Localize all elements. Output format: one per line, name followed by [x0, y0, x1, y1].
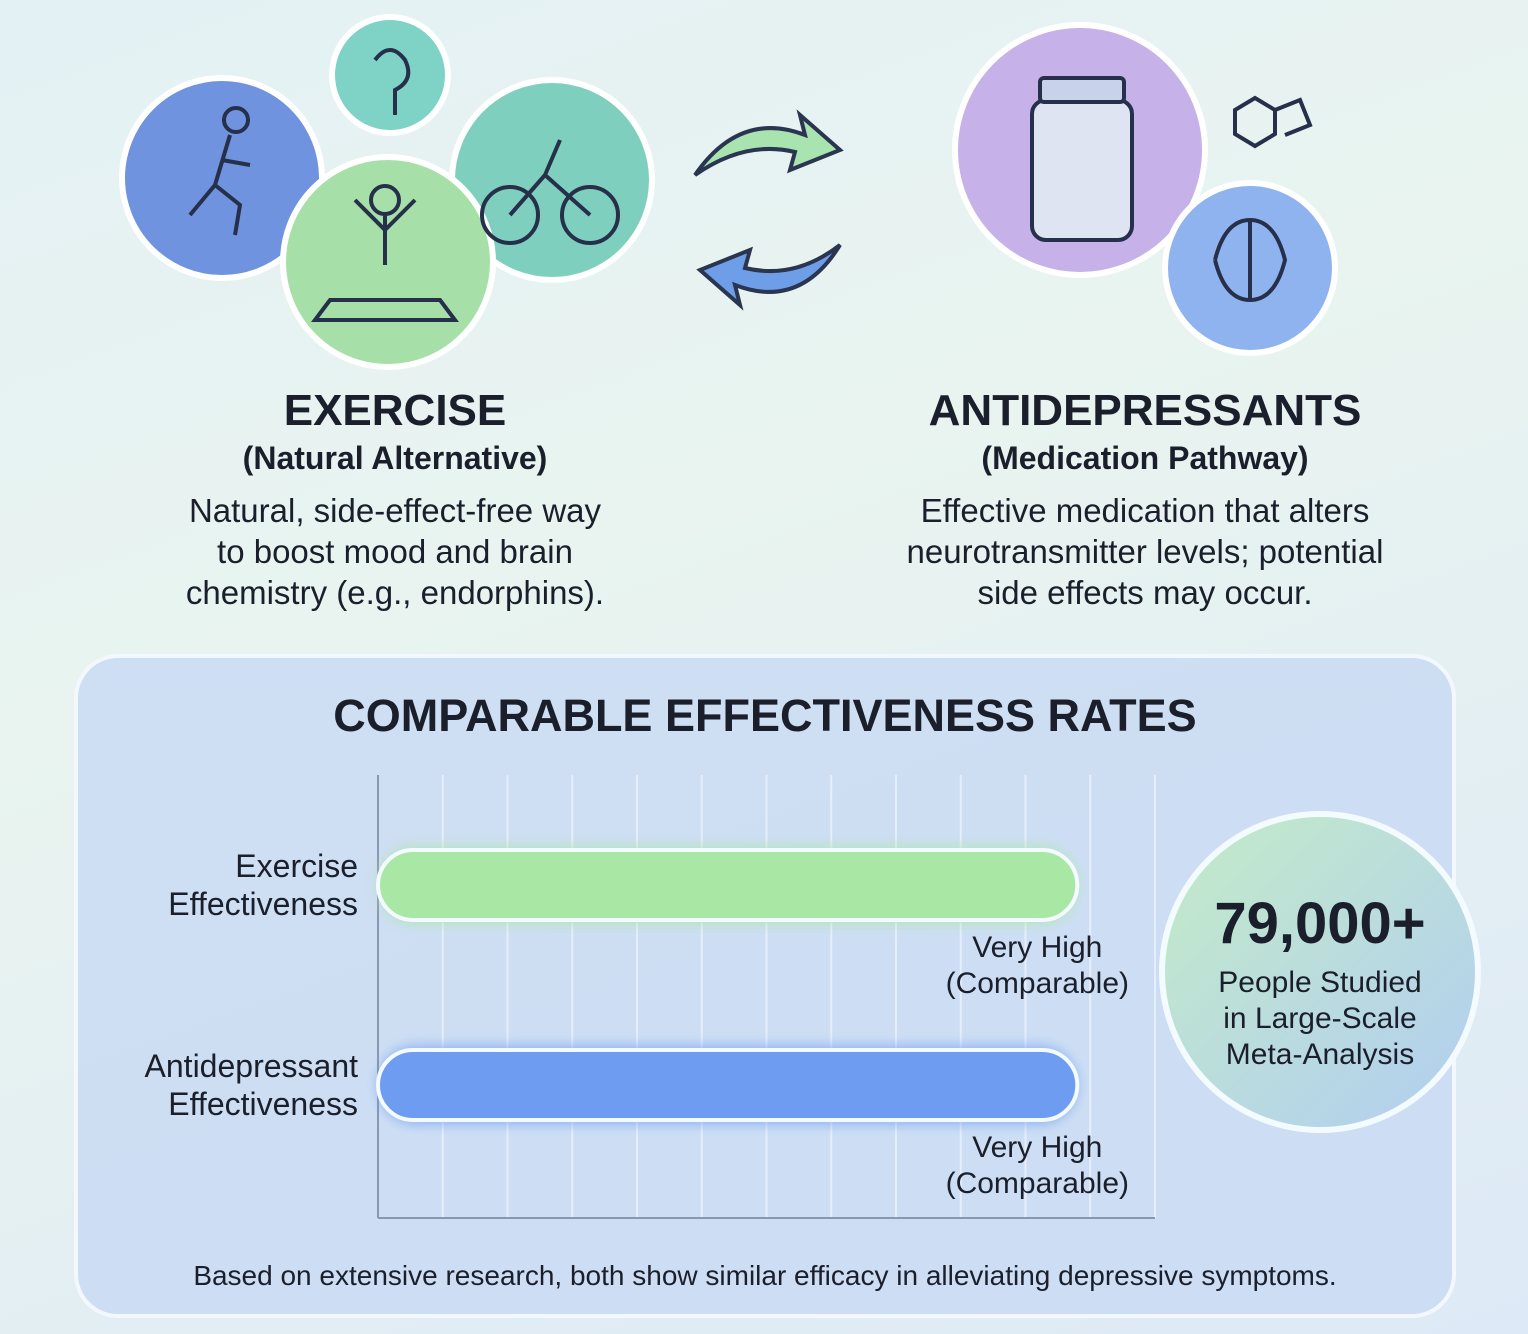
bar-label: Very High (Comparable) [945, 1131, 1129, 1200]
antidepressants-subtitle: (Medication Pathway) [981, 440, 1309, 476]
chart [376, 775, 1156, 1219]
exercise-icons [119, 14, 655, 370]
antidepressants-description: Effective medication that alters neurotra… [795, 490, 1495, 613]
chart-title: COMPARABLE EFFECTIVENESS RATES [333, 690, 1197, 741]
stat-circle [1159, 811, 1481, 1133]
cycle-arrows [693, 109, 844, 311]
category-label: Antidepressant Effectiveness [144, 1048, 358, 1122]
antidepressants-title: ANTIDEPRESSANTS [928, 386, 1362, 435]
exercise-title: EXERCISE [283, 386, 507, 435]
bar [376, 848, 1080, 922]
exercise-description: Natural, side-effect-free way to boost mo… [45, 490, 745, 613]
text-line: side effects may occur. [977, 574, 1313, 611]
text-line: chemistry (e.g., endorphins). [185, 574, 605, 611]
text-line: Meta-Analysis [1225, 1038, 1415, 1071]
exercise-subtitle: (Natural Alternative) [242, 440, 548, 476]
bar [376, 1048, 1080, 1122]
stat-caption: People Studied in Large-Scale Meta-Analysi… [1170, 965, 1470, 1073]
bar-label: Very High (Comparable) [945, 931, 1129, 1000]
text-line: People Studied [1218, 966, 1422, 999]
text-line: Natural, side-effect-free way [188, 492, 602, 529]
text-line: to boost mood and brain [217, 533, 573, 570]
text-line: neurotransmitter levels; potential [906, 533, 1384, 570]
footer-note: Based on extensive research, both show s… [193, 1260, 1337, 1291]
stat-value: 79,000+ [1214, 891, 1426, 956]
medication-icons [952, 22, 1338, 356]
text-line: Effective medication that alters [920, 492, 1370, 529]
text-line: in Large-Scale [1223, 1002, 1417, 1035]
category-label: Exercise Effectiveness [168, 848, 358, 922]
